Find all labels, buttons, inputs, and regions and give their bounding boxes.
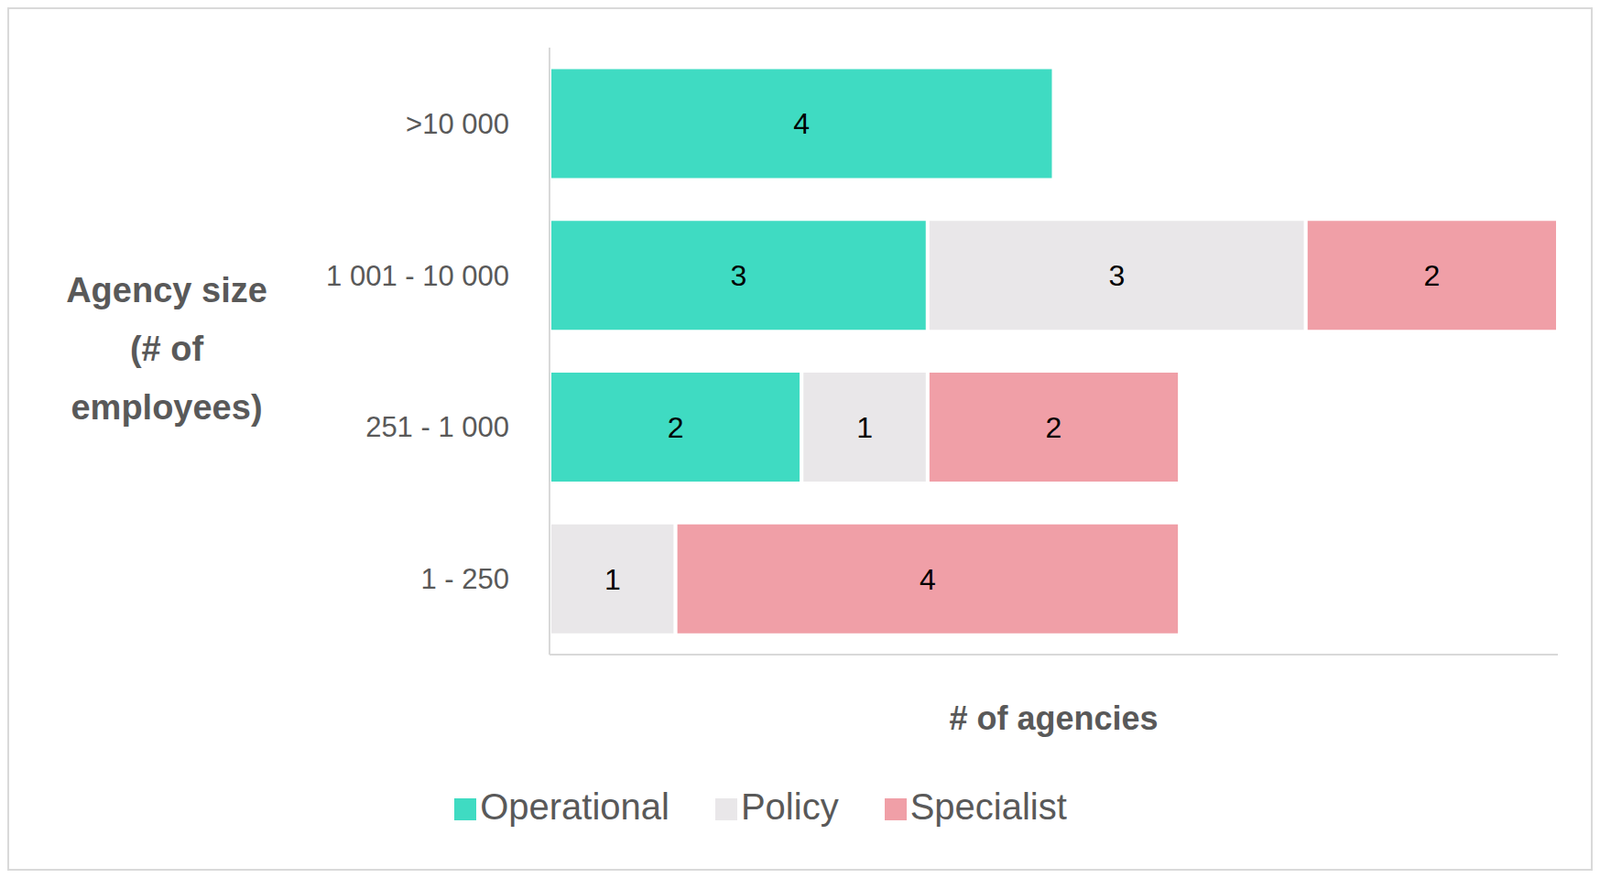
svg-text:1 - 250: 1 - 250 bbox=[420, 563, 510, 596]
html-text:Policy: Policy bbox=[740, 786, 839, 828]
html-text:Operational: Operational bbox=[480, 786, 670, 828]
svg-text:1: 1 bbox=[604, 563, 621, 597]
svg-text:2: 2 bbox=[1423, 259, 1440, 293]
svg-text:251 - 1 000: 251 - 1 000 bbox=[365, 411, 510, 444]
svg-text:1: 1 bbox=[856, 411, 873, 445]
svg-text:4: 4 bbox=[919, 563, 937, 597]
svg-text:# of agencies: # of agencies bbox=[948, 699, 1158, 738]
html-text:Specialist: Specialist bbox=[909, 786, 1067, 828]
svg-text:1 001 - 10 000: 1 001 - 10 000 bbox=[326, 260, 510, 293]
svg-text:3: 3 bbox=[1108, 259, 1125, 293]
svg-text:4: 4 bbox=[793, 107, 810, 141]
svg-text:>10 000: >10 000 bbox=[405, 108, 510, 141]
svg-text:2: 2 bbox=[667, 411, 685, 445]
svg-text:2: 2 bbox=[1045, 411, 1063, 445]
svg-text:3: 3 bbox=[730, 259, 748, 293]
svg-text:Agency size(# ofemployees): Agency size(# ofemployees) bbox=[65, 271, 268, 427]
